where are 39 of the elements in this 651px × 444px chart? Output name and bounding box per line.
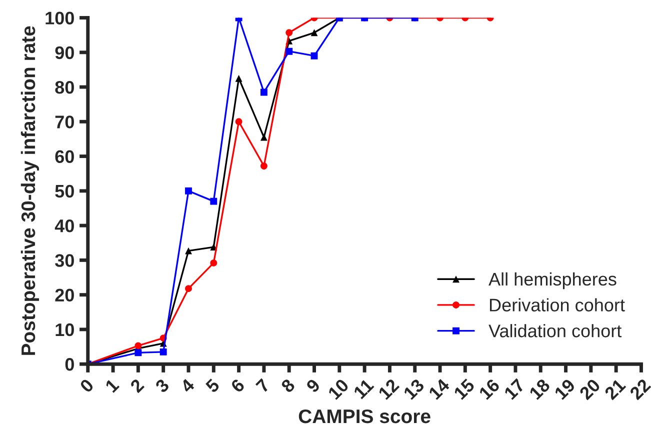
x-tick-label: 3 bbox=[154, 378, 170, 394]
x-tick-label: 9 bbox=[306, 378, 321, 394]
y-tick-label: 10 bbox=[56, 323, 74, 336]
y-tick-label: 60 bbox=[55, 150, 74, 164]
legend-label: Derivation cohort bbox=[490, 298, 625, 312]
y-tick-label: 80 bbox=[55, 80, 74, 94]
y-tick-label: 0 bbox=[65, 358, 74, 371]
x-tick-label: 19 bbox=[554, 378, 576, 400]
x-tick-label: 10 bbox=[328, 378, 350, 400]
x-tick-label: 7 bbox=[255, 378, 270, 394]
legend-label: All hemispheres bbox=[488, 272, 616, 290]
legend-label: Validation cohort bbox=[488, 324, 622, 338]
x-tick-label: 12 bbox=[378, 378, 400, 400]
x-tick-label: 17 bbox=[504, 378, 526, 400]
x-tick-label: 16 bbox=[478, 378, 500, 400]
x-tick-label: 11 bbox=[353, 378, 374, 400]
y-axis-title: Postoperative 30-day infarction rate bbox=[20, 26, 40, 355]
x-tick-label: 22 bbox=[628, 378, 651, 400]
x-tick-label: 2 bbox=[129, 378, 145, 394]
y-tick-label: 100 bbox=[46, 12, 74, 24]
x-tick-label: 0 bbox=[79, 378, 94, 394]
x-tick-label: 6 bbox=[230, 378, 246, 394]
y-tick-label: 20 bbox=[55, 288, 74, 302]
x-tick-label: 1 bbox=[104, 378, 120, 393]
x-tick-label: 21 bbox=[604, 378, 626, 400]
y-tick-label: 90 bbox=[55, 46, 74, 60]
x-tick-label: 5 bbox=[205, 378, 220, 394]
x-tick-label: 18 bbox=[528, 378, 551, 400]
y-tick-label: 70 bbox=[55, 116, 74, 128]
x-tick-label: 20 bbox=[578, 378, 601, 400]
y-tick-label: 40 bbox=[54, 219, 74, 232]
y-tick-label: 30 bbox=[55, 254, 74, 267]
x-tick-label: 4 bbox=[180, 378, 196, 394]
x-tick-label: 14 bbox=[428, 378, 450, 400]
x-tick-label: 8 bbox=[280, 378, 296, 394]
y-tick-label: 50 bbox=[55, 184, 74, 198]
x-tick-label: 15 bbox=[453, 378, 476, 400]
x-tick-label: 13 bbox=[402, 378, 425, 400]
x-axis-title: CAMPIS score bbox=[298, 409, 430, 424]
